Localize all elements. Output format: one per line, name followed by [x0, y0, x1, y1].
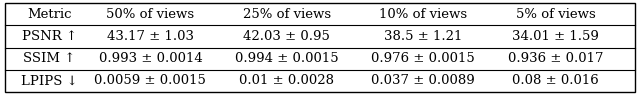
- Text: LPIPS ↓: LPIPS ↓: [21, 74, 77, 87]
- Text: 50% of views: 50% of views: [106, 8, 195, 21]
- Text: 0.994 ± 0.0015: 0.994 ± 0.0015: [235, 52, 339, 65]
- Text: 38.5 ± 1.21: 38.5 ± 1.21: [384, 30, 462, 43]
- Text: 0.976 ± 0.0015: 0.976 ± 0.0015: [371, 52, 475, 65]
- Text: 5% of views: 5% of views: [516, 8, 595, 21]
- Text: Metric: Metric: [27, 8, 72, 21]
- Text: 0.037 ± 0.0089: 0.037 ± 0.0089: [371, 74, 475, 87]
- Text: 0.01 ± 0.0028: 0.01 ± 0.0028: [239, 74, 334, 87]
- Text: 43.17 ± 1.03: 43.17 ± 1.03: [107, 30, 194, 43]
- Text: 42.03 ± 0.95: 42.03 ± 0.95: [243, 30, 330, 43]
- Text: 25% of views: 25% of views: [243, 8, 331, 21]
- Text: 0.936 ± 0.017: 0.936 ± 0.017: [508, 52, 604, 65]
- Text: 0.993 ± 0.0014: 0.993 ± 0.0014: [99, 52, 202, 65]
- Text: 34.01 ± 1.59: 34.01 ± 1.59: [512, 30, 599, 43]
- Text: PSNR ↑: PSNR ↑: [22, 30, 77, 43]
- Text: 0.08 ± 0.016: 0.08 ± 0.016: [512, 74, 599, 87]
- Text: 10% of views: 10% of views: [379, 8, 467, 21]
- Text: 0.0059 ± 0.0015: 0.0059 ± 0.0015: [95, 74, 206, 87]
- Text: SSIM ↑: SSIM ↑: [23, 52, 76, 65]
